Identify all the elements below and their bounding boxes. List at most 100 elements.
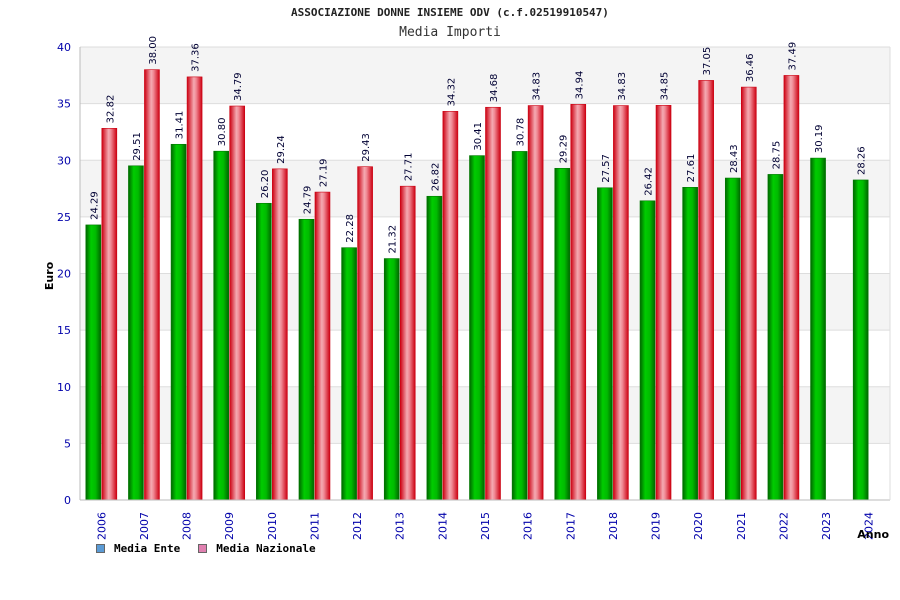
bar-value-label: 34.83 xyxy=(532,72,543,101)
bar-media-nazionale-2020 xyxy=(698,80,714,501)
x-tick-label: 2011 xyxy=(308,512,321,540)
y-tick-label: 15 xyxy=(57,324,71,337)
y-tick-label: 20 xyxy=(57,268,71,281)
legend-swatch-media-nazionale xyxy=(198,544,208,553)
bar-value-label: 30.78 xyxy=(516,118,527,147)
bar-media-nazionale-2009 xyxy=(229,105,246,501)
bar-value-label: 34.68 xyxy=(489,74,500,103)
bar-value-label: 34.32 xyxy=(446,78,457,107)
x-tick-label: 2024 xyxy=(863,512,876,540)
y-axis-label: Euro xyxy=(43,261,56,290)
bar-value-label: 26.82 xyxy=(430,163,441,192)
x-tick-label: 2018 xyxy=(607,512,620,540)
bar-media-nazionale-2010 xyxy=(272,168,288,501)
bar-media-nazionale-2019 xyxy=(655,105,672,501)
x-tick-label: 2022 xyxy=(777,512,790,540)
bar-value-label: 28.43 xyxy=(729,144,740,173)
legend-item-media-ente: Media Ente xyxy=(96,542,180,555)
y-tick-label: 5 xyxy=(64,437,71,450)
bar-value-label: 26.20 xyxy=(260,170,271,199)
bar-media-ente-2008 xyxy=(170,143,187,501)
bar-value-label: 34.79 xyxy=(233,72,244,101)
bar-value-label: 38.00 xyxy=(148,36,159,65)
bar-value-label: 37.05 xyxy=(702,47,713,76)
x-tick-label: 2010 xyxy=(266,512,279,540)
bar-value-label: 30.80 xyxy=(217,118,228,147)
bar-media-ente-2016 xyxy=(511,151,528,501)
bar-media-ente-2019 xyxy=(639,200,656,501)
x-tick-label: 2019 xyxy=(650,512,663,540)
bar-value-label: 34.85 xyxy=(660,72,671,101)
y-tick-label: 35 xyxy=(57,98,71,111)
bar-value-label: 37.49 xyxy=(787,42,798,71)
legend-label-media-nazionale: Media Nazionale xyxy=(216,542,316,555)
chart-title: ASSOCIAZIONE DONNE INSIEME ODV (c.f.0251… xyxy=(291,6,609,19)
bar-value-label: 24.79 xyxy=(302,186,313,215)
bar-media-nazionale-2013 xyxy=(399,185,416,501)
bar-media-ente-2012 xyxy=(341,247,357,501)
x-tick-label: 2017 xyxy=(564,512,577,540)
bar-media-ente-2013 xyxy=(383,258,400,501)
bar-value-label: 28.75 xyxy=(771,141,782,170)
bar-value-label: 37.36 xyxy=(191,43,202,72)
bar-media-ente-2022 xyxy=(767,174,784,501)
x-tick-label: 2023 xyxy=(820,512,833,540)
bar-value-label: 21.32 xyxy=(388,225,399,254)
bar-value-label: 29.43 xyxy=(361,133,372,162)
x-tick-label: 2012 xyxy=(351,512,364,540)
bar-value-label: 26.42 xyxy=(644,167,655,196)
bar-value-label: 24.29 xyxy=(89,191,100,220)
bar-media-ente-2017 xyxy=(554,167,571,501)
bar-value-label: 29.29 xyxy=(558,135,569,164)
chart-legend: Media Ente Media Nazionale xyxy=(96,542,334,555)
bar-value-label: 36.46 xyxy=(745,53,756,82)
x-tick-label: 2008 xyxy=(181,512,194,540)
bar-value-label: 34.83 xyxy=(617,72,628,101)
bar-value-label: 31.41 xyxy=(175,111,186,140)
bar-media-ente-2018 xyxy=(597,187,613,501)
bar-media-nazionale-2011 xyxy=(314,191,331,501)
bar-media-ente-2009 xyxy=(213,150,230,501)
bar-media-nazionale-2022 xyxy=(783,75,800,501)
bar-value-label: 32.82 xyxy=(105,95,116,124)
y-tick-label: 25 xyxy=(57,211,71,224)
bar-media-ente-2011 xyxy=(298,218,315,501)
legend-item-media-nazionale: Media Nazionale xyxy=(198,542,316,555)
x-tick-label: 2016 xyxy=(522,512,535,540)
bar-value-label: 28.26 xyxy=(857,146,868,175)
y-tick-label: 0 xyxy=(64,494,71,507)
y-tick-label: 10 xyxy=(57,381,71,394)
bar-media-nazionale-2012 xyxy=(357,166,373,501)
bar-value-label: 34.94 xyxy=(574,71,585,100)
bar-media-nazionale-2014 xyxy=(442,111,459,501)
x-tick-label: 2009 xyxy=(223,512,236,540)
bar-media-ente-2007 xyxy=(128,165,144,501)
x-tick-label: 2015 xyxy=(479,512,492,540)
bar-value-label: 29.51 xyxy=(132,132,143,161)
bar-media-ente-2010 xyxy=(256,202,272,501)
x-tick-label: 2013 xyxy=(394,512,407,540)
bar-media-nazionale-2015 xyxy=(485,106,501,501)
bar-media-ente-2014 xyxy=(426,195,443,501)
bar-value-label: 30.41 xyxy=(473,122,484,151)
x-axis-label: Anno xyxy=(857,528,889,541)
bar-value-label: 22.28 xyxy=(345,214,356,243)
bar-media-ente-2023 xyxy=(810,157,826,501)
x-tick-label: 2021 xyxy=(735,512,748,540)
bar-media-nazionale-2016 xyxy=(527,105,544,501)
bar-value-label: 27.19 xyxy=(318,158,329,187)
bar-media-nazionale-2021 xyxy=(740,86,757,501)
chart-subtitle: Media Importi xyxy=(399,25,501,40)
bar-value-label: 30.19 xyxy=(814,124,825,153)
bar-media-ente-2021 xyxy=(724,177,741,501)
bar-value-label: 27.61 xyxy=(686,154,697,183)
bar-media-ente-2006 xyxy=(85,224,102,501)
bar-media-nazionale-2008 xyxy=(186,76,203,501)
bar-media-nazionale-2006 xyxy=(101,128,118,501)
x-tick-label: 2006 xyxy=(95,512,108,540)
x-tick-label: 2007 xyxy=(138,512,151,540)
legend-label-media-ente: Media Ente xyxy=(114,542,181,555)
bar-media-ente-2020 xyxy=(682,187,698,501)
